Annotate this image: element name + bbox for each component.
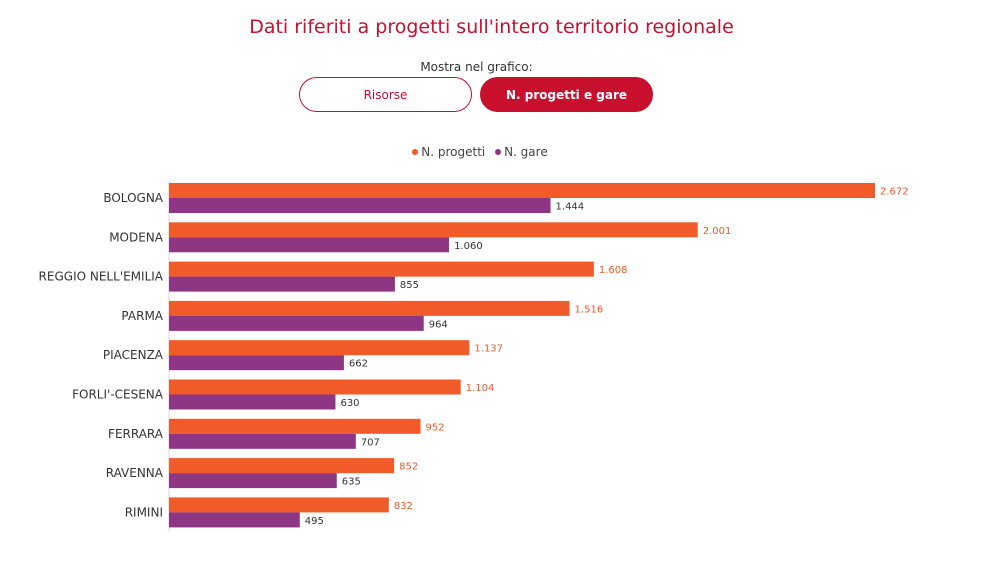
- data-label-progetti-forli-cesena: 1.104: [466, 383, 495, 394]
- data-label-progetti-bologna: 2.672: [880, 187, 909, 198]
- data-label-gare-parma: 964: [429, 319, 448, 330]
- category-label-ferrara: FERRARA: [108, 427, 164, 441]
- data-label-gare-modena: 1.060: [454, 241, 483, 252]
- bar-progetti-modena[interactable]: [169, 222, 698, 238]
- data-label-progetti-piacenza: 1.137: [474, 344, 503, 355]
- chart-title: Dati riferiti a progetti sull'intero ter…: [249, 16, 734, 38]
- legend-dot-progetti: [412, 149, 419, 155]
- legend-label-progetti: N. progetti: [421, 145, 486, 159]
- data-label-gare-rimini: 495: [305, 516, 324, 527]
- legend-dot-gare: [495, 149, 502, 155]
- bar-progetti-forli-cesena[interactable]: [169, 379, 461, 395]
- bar-gare-reggio-nell-emilia[interactable]: [169, 276, 395, 292]
- data-label-progetti-parma: 1.516: [575, 304, 604, 315]
- bar-gare-ravenna[interactable]: [169, 473, 337, 489]
- data-label-gare-bologna: 1.444: [556, 202, 585, 213]
- data-label-progetti-modena: 2.001: [703, 226, 732, 237]
- data-label-gare-ravenna: 635: [342, 477, 361, 488]
- bar-gare-ferrara[interactable]: [169, 433, 356, 449]
- toggle-label: Mostra nel grafico:: [420, 60, 533, 74]
- data-label-gare-forli-cesena: 630: [340, 398, 359, 409]
- legend-label-gare: N. gare: [504, 145, 548, 159]
- bar-progetti-piacenza[interactable]: [169, 340, 470, 356]
- category-label-piacenza: PIACENZA: [103, 348, 164, 362]
- category-label-ravenna: RAVENNA: [106, 466, 164, 480]
- data-label-gare-ferrara: 707: [361, 437, 380, 448]
- bar-gare-rimini[interactable]: [169, 512, 300, 528]
- data-label-gare-reggio-nell-emilia: 855: [400, 280, 419, 291]
- category-label-forli-cesena: FORLI'-CESENA: [72, 388, 164, 402]
- category-label-modena: MODENA: [109, 230, 164, 244]
- bar-gare-bologna[interactable]: [169, 198, 551, 213]
- bar-progetti-reggio-nell-emilia[interactable]: [169, 261, 594, 277]
- bar-progetti-ravenna[interactable]: [169, 458, 395, 474]
- data-label-progetti-ravenna: 852: [399, 462, 418, 473]
- data-label-progetti-ferrara: 952: [426, 422, 445, 433]
- category-label-rimini: RIMINI: [125, 505, 163, 519]
- data-label-progetti-reggio-nell-emilia: 1.608: [599, 265, 628, 276]
- data-label-progetti-rimini: 832: [394, 501, 413, 512]
- legend-item-gare[interactable]: N. gare: [495, 145, 548, 159]
- legend-item-progetti[interactable]: N. progetti: [412, 145, 485, 159]
- category-label-bologna: BOLOGNA: [103, 191, 163, 205]
- progetti-gare-button[interactable]: N. progetti e gare: [480, 77, 653, 112]
- bar-progetti-rimini[interactable]: [169, 497, 389, 513]
- bar-progetti-ferrara[interactable]: [169, 418, 421, 434]
- bar-gare-parma[interactable]: [169, 315, 424, 331]
- bar-gare-modena[interactable]: [169, 237, 450, 253]
- data-label-gare-piacenza: 662: [349, 359, 368, 370]
- category-label-reggio-nell-emilia: REGGIO NELL'EMILIA: [39, 270, 164, 284]
- bar-progetti-parma[interactable]: [169, 300, 570, 316]
- bar-gare-forli-cesena[interactable]: [169, 394, 336, 410]
- risorse-button[interactable]: Risorse: [299, 77, 472, 112]
- bar-progetti-bologna[interactable]: [169, 183, 875, 198]
- bar-gare-piacenza[interactable]: [169, 355, 344, 371]
- chart-legend: N. progetti N. gare: [0, 144, 960, 159]
- category-label-parma: PARMA: [121, 309, 163, 323]
